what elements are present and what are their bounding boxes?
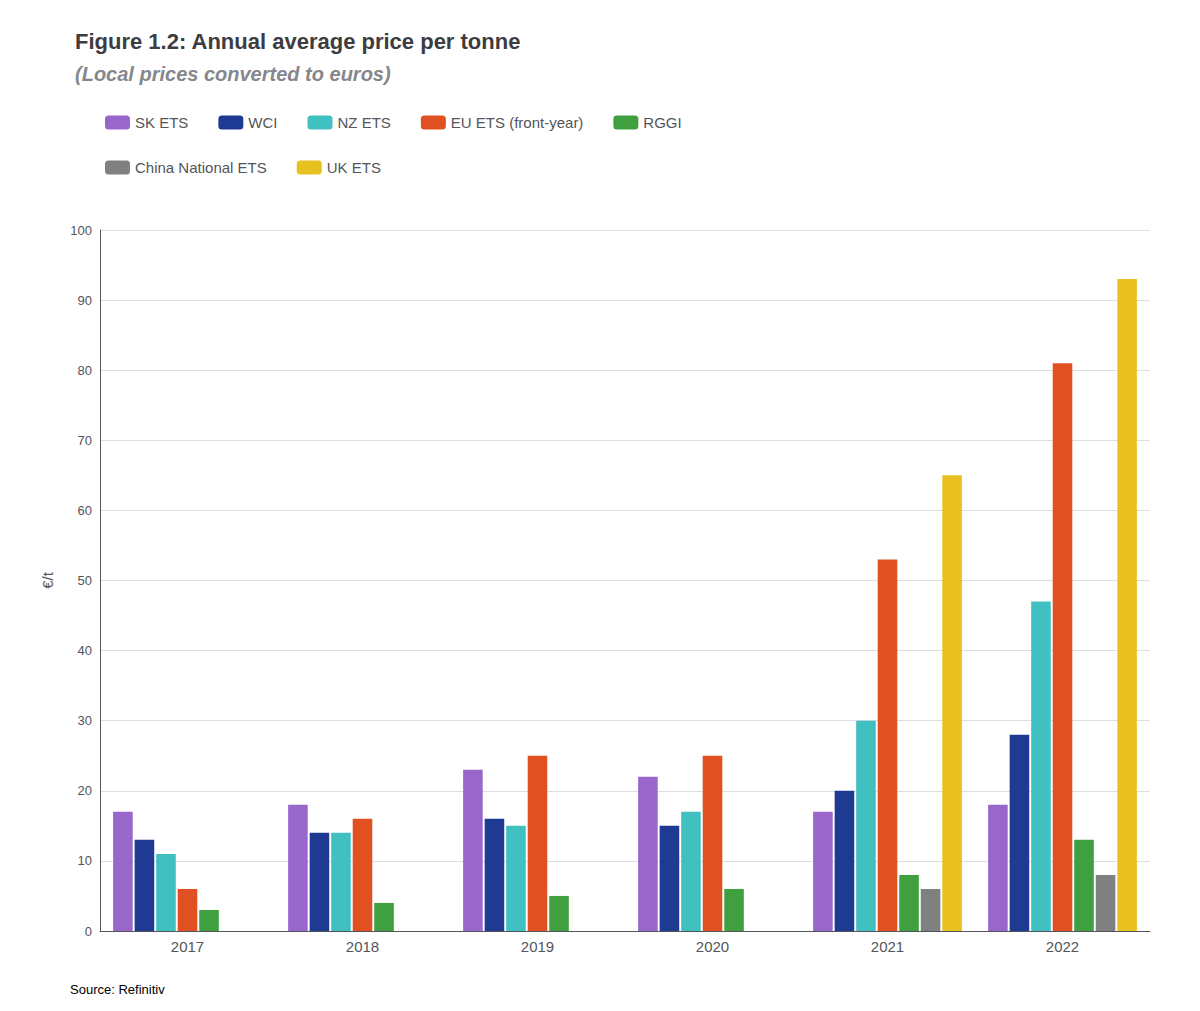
svg-text:China National ETS: China National ETS [135,159,267,176]
svg-text:EU ETS (front-year): EU ETS (front-year) [451,114,584,131]
svg-text:80: 80 [78,363,92,378]
svg-text:UK ETS: UK ETS [327,159,381,176]
svg-text:2018: 2018 [346,938,379,955]
svg-text:RGGI: RGGI [643,114,681,131]
svg-text:20: 20 [78,783,92,798]
svg-text:2020: 2020 [696,938,729,955]
svg-text:WCI: WCI [248,114,277,131]
svg-text:70: 70 [78,433,92,448]
svg-text:2021: 2021 [871,938,904,955]
svg-text:10: 10 [78,853,92,868]
svg-text:€/t: €/t [39,571,56,589]
svg-text:2019: 2019 [521,938,554,955]
svg-text:2017: 2017 [171,938,204,955]
svg-text:Figure 1.2: Annual average pri: Figure 1.2: Annual average price per ton… [75,29,520,54]
svg-text:(Local prices converted to eur: (Local prices converted to euros) [75,63,391,85]
svg-text:50: 50 [78,573,92,588]
svg-text:30: 30 [78,713,92,728]
svg-text:Source: Refinitiv: Source: Refinitiv [70,982,165,997]
svg-text:SK ETS: SK ETS [135,114,188,131]
svg-text:0: 0 [85,924,92,939]
svg-text:NZ ETS: NZ ETS [338,114,391,131]
svg-text:90: 90 [78,293,92,308]
svg-text:40: 40 [78,643,92,658]
svg-text:100: 100 [70,223,92,238]
svg-text:2022: 2022 [1046,938,1079,955]
svg-text:60: 60 [78,503,92,518]
